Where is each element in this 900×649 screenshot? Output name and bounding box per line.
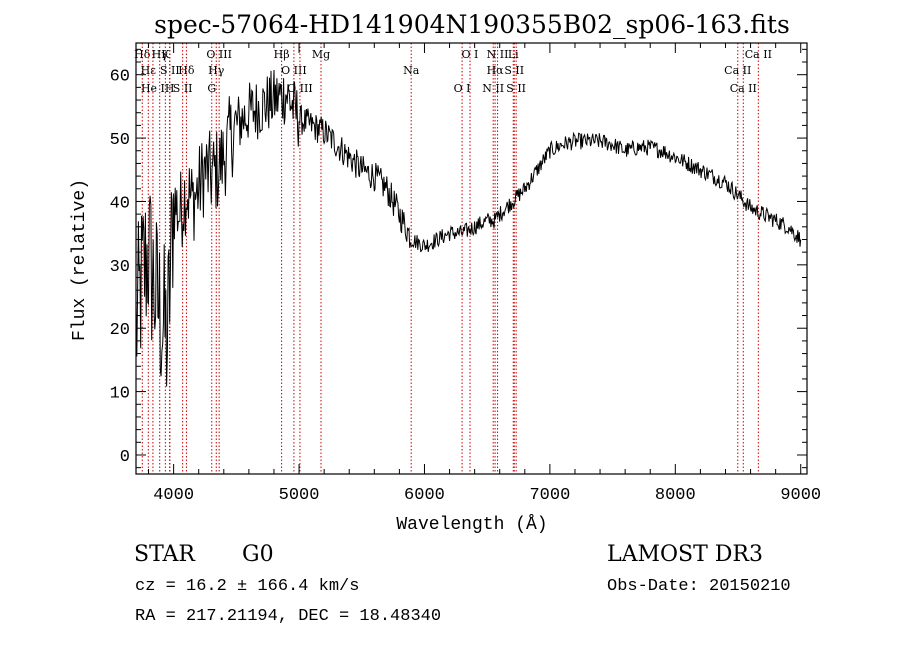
line-label: O I [462,48,479,61]
line-label: Ca II [745,48,772,61]
line-label: N II [482,82,504,95]
line-label: H [165,82,175,95]
line-label: O III [287,82,313,95]
line-label: K [161,48,170,61]
line-label: Li [508,48,519,61]
line-label: Ca II [730,82,757,95]
observation-date: Obs-Date: 20150210 [607,577,791,596]
plot-frame [135,42,808,475]
line-label: S II [160,64,180,77]
line-label: S II [506,82,526,95]
y-tick-label: 20 [110,321,130,340]
line-label: Mg [312,48,330,61]
redshift-cz: cz = 16.2 ± 166.4 km/s [135,577,359,596]
line-label: Hδ [178,64,195,77]
flux-series-group [135,69,802,387]
x-axis-label: Wavelength (Å) [396,514,547,535]
chart-title: spec-57064-HD141904N190355B02_sp06-163.f… [154,10,790,39]
line-label: Hγ [208,64,225,77]
y-tick-label: 10 [110,385,130,404]
line-label: O III [206,48,232,61]
coordinates: RA = 217.21194, DEC = 18.48340 [135,607,441,626]
line-label: Hα [487,64,505,77]
line-label: O III [281,64,307,77]
x-tick-label: 6000 [404,486,445,505]
line-label: G [207,82,216,95]
line-label: Hγ [152,48,169,61]
survey-name: LAMOST DR3 [607,542,763,567]
axes: 4000 5000 6000 7000 8000 9000 0 10 20 30 40 50 60 [110,42,821,505]
line-label: Na [403,64,420,77]
flux-series-line [135,69,802,387]
line-label: Ca II [724,64,751,77]
y-tick-label: 40 [110,194,130,213]
line-label: He I [141,82,165,95]
x-tick-label: 4000 [153,486,194,505]
object-class: STAR [134,542,196,567]
x-tick-label: 9000 [780,486,821,505]
x-tick-label: 5000 [279,486,320,505]
y-tick-label: 0 [120,448,130,467]
line-label: Hδ [134,48,151,61]
y-tick-label: 60 [110,68,130,87]
line-label: Hβ [274,48,290,61]
x-tick-label: 7000 [529,486,570,505]
line-label: O I [454,82,471,95]
line-label: S II [504,64,524,77]
line-label: S II [173,82,193,95]
y-tick-label: 50 [110,131,130,150]
y-tick-label: 30 [110,258,130,277]
line-label: Hε [141,64,157,77]
object-subclass: G0 [242,542,274,567]
x-tick-label: 8000 [655,486,696,505]
y-axis-label: Flux (relative) [70,179,90,341]
line-label: N II [487,48,509,61]
